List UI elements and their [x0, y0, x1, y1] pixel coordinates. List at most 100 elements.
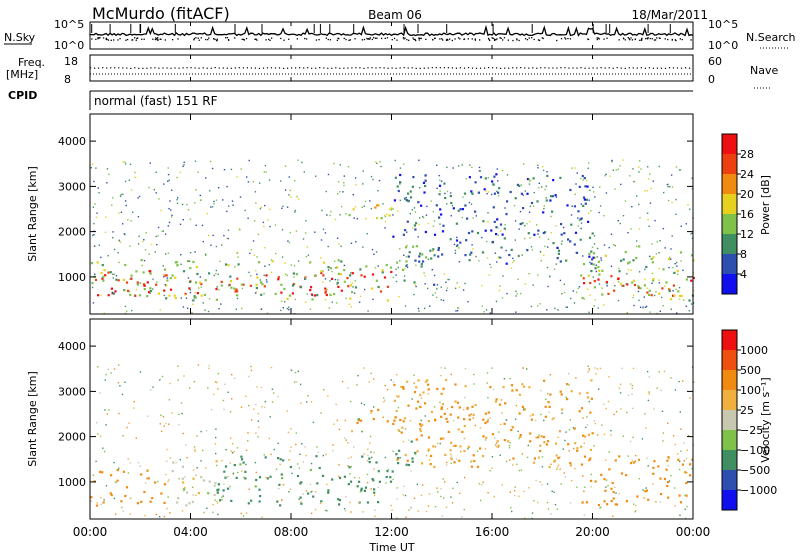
velocity-cell: [397, 407, 400, 409]
power-cell: [162, 265, 164, 267]
n-search-point: [396, 39, 398, 41]
power-cell: [455, 239, 459, 242]
power-colorbar-segment: [722, 134, 737, 154]
power-cell: [463, 192, 467, 195]
velocity-cell: [356, 485, 359, 488]
freq-point: [299, 67, 301, 69]
power-cell: [349, 297, 352, 300]
velocity-cell: [215, 460, 218, 463]
velocity-cell: [95, 504, 98, 507]
velocity-colorbar-tick: −25: [740, 424, 763, 437]
freq-point: [126, 67, 128, 69]
velocity-cell: [553, 491, 555, 493]
velocity-cell: [533, 457, 536, 460]
velocity-cell: [689, 474, 692, 477]
power-cell: [551, 195, 554, 198]
velocity-cell: [397, 395, 400, 398]
power-cell: [148, 253, 150, 255]
velocity-cell: [392, 381, 395, 383]
velocity-cell: [336, 419, 339, 422]
n-search-point: [325, 37, 327, 39]
power-colorbar-segment: [722, 214, 737, 234]
power-cell: [339, 164, 341, 166]
velocity-cell: [259, 495, 262, 498]
n-search-point: [493, 38, 496, 40]
velocity-cell: [217, 372, 220, 375]
velocity-cell: [188, 502, 191, 505]
velocity-cell: [433, 465, 436, 468]
power-cell: [659, 310, 661, 312]
velocity-cell: [105, 485, 108, 487]
velocity-cell: [537, 436, 540, 439]
power-cell: [528, 178, 530, 180]
freq-point: [467, 67, 470, 69]
power-cell: [680, 260, 682, 262]
power-cell: [457, 307, 460, 309]
power-cell: [92, 206, 95, 208]
power-cell: [549, 275, 551, 278]
velocity-cell: [436, 487, 438, 489]
velocity-cell: [368, 381, 370, 383]
velocity-cell: [410, 507, 412, 509]
power-cell: [124, 305, 127, 308]
power-cell: [635, 240, 638, 242]
velocity-cell: [540, 389, 542, 392]
velocity-cell: [595, 373, 597, 375]
n-search-point: [137, 37, 139, 39]
power-cell: [218, 289, 220, 291]
velocity-cell: [407, 404, 410, 407]
velocity-cell: [555, 454, 558, 457]
velocity-cell: [396, 374, 398, 376]
power-cell: [186, 203, 188, 206]
power-cell: [143, 284, 146, 287]
power-cell: [149, 292, 151, 294]
power-cell: [572, 290, 574, 292]
power-cell: [452, 207, 455, 210]
power-cell: [685, 305, 687, 307]
power-cell: [524, 225, 526, 227]
velocity-cell: [221, 499, 223, 501]
velocity-cell: [247, 440, 249, 442]
power-cell: [422, 181, 426, 184]
power-cell: [451, 204, 454, 207]
power-cell: [367, 310, 369, 312]
n-search-point: [526, 39, 529, 41]
n-search-point: [654, 39, 657, 41]
velocity-cell: [224, 465, 228, 468]
nave-tick-top: 60: [708, 55, 722, 68]
power-cell: [420, 204, 423, 207]
velocity-cell: [240, 455, 243, 458]
power-cell: [497, 257, 500, 259]
n-search-point: [488, 38, 490, 41]
power-cell: [503, 227, 506, 230]
velocity-cell: [193, 381, 196, 383]
velocity-cell: [217, 488, 220, 491]
power-cell: [134, 176, 137, 178]
velocity-cell: [464, 368, 467, 370]
velocity-cell: [443, 497, 445, 499]
power-cell: [218, 308, 220, 310]
power-cell: [592, 252, 596, 255]
power-cell: [692, 290, 695, 292]
velocity-cell: [286, 410, 288, 412]
power-cell: [183, 161, 185, 163]
power-cell: [187, 209, 190, 211]
freq-point: [455, 67, 457, 69]
power-cell: [583, 298, 585, 300]
power-cell: [142, 283, 146, 286]
n-search-point: [131, 39, 133, 41]
power-cell: [644, 278, 646, 281]
power-cell: [277, 278, 280, 281]
power-cell: [115, 275, 118, 277]
freq-point: [668, 67, 671, 69]
n-search-point: [598, 38, 600, 40]
power-cell: [324, 278, 327, 280]
velocity-cell: [271, 388, 274, 390]
power-cell: [350, 272, 352, 274]
velocity-cell: [105, 373, 107, 376]
velocity-cell: [538, 456, 540, 459]
velocity-heatmap: [90, 364, 695, 520]
velocity-cell: [596, 368, 598, 370]
power-cell: [498, 289, 501, 292]
power-cell: [422, 260, 425, 263]
